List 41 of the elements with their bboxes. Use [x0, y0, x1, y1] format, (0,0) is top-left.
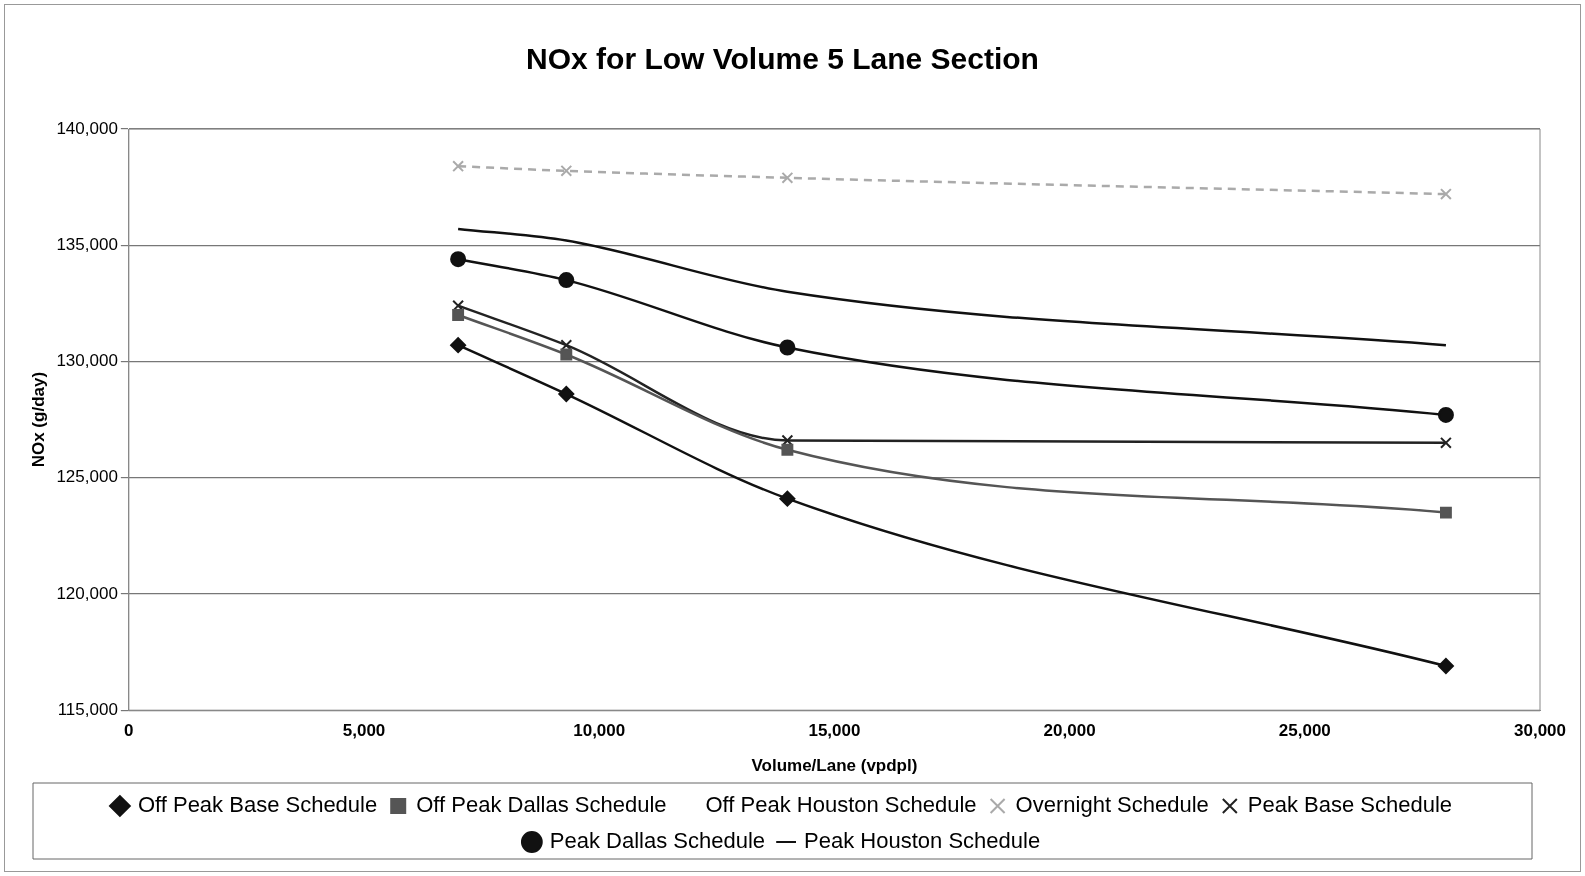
- legend-label: Off Peak Dallas Schedule: [416, 792, 667, 818]
- text: Off Peak Houston Schedule: [705, 792, 977, 818]
- point: [1439, 506, 1452, 519]
- point: [779, 490, 796, 507]
- point: [781, 443, 794, 456]
- point: [1437, 406, 1454, 423]
- point: [1439, 436, 1452, 449]
- point: [1439, 188, 1452, 201]
- point: [779, 339, 796, 356]
- x-tick-label: 15,000: [808, 721, 861, 741]
- legend-label: Overnight Schedule: [1015, 792, 1209, 818]
- y-axis-title: NOx (g/day): [28, 371, 48, 468]
- x-axis-title: Volume/Lane (vpdpl): [751, 756, 918, 776]
- x-tick-label: 20,000: [1043, 721, 1096, 741]
- y-tick-label: 135,000: [56, 234, 118, 254]
- x-tick-label: 5,000: [342, 721, 386, 741]
- x-tick-label: 10,000: [573, 721, 626, 741]
- point: [452, 160, 465, 173]
- legend-label: Off Peak Base Schedule: [137, 792, 378, 818]
- point: [560, 164, 573, 177]
- point: [450, 251, 467, 268]
- x-tick-label: 0: [124, 721, 134, 741]
- legend-label: Peak Base Schedule: [1247, 792, 1453, 818]
- legend-label: Peak Dallas Schedule: [549, 828, 766, 854]
- point: [452, 309, 465, 321]
- point: [560, 348, 573, 361]
- point: [1437, 658, 1454, 675]
- legend-label: Peak Houston Schedule: [804, 828, 1041, 854]
- y-tick-label: 130,000: [56, 351, 118, 371]
- point: [558, 386, 575, 403]
- point: [781, 171, 794, 184]
- line-series: [456, 227, 1448, 347]
- point: [450, 337, 467, 354]
- x-tick-label: 30,000: [1514, 721, 1566, 741]
- chart-title: NOx for Low Volume 5 Lane Section: [526, 42, 1039, 76]
- y-tick-label: 115,000: [57, 699, 118, 719]
- y-tick-label: 120,000: [56, 583, 118, 603]
- point: [558, 272, 575, 289]
- y-tick-label: 125,000: [56, 467, 118, 487]
- x-tick-label: 25,000: [1278, 721, 1331, 741]
- y-tick-label: 140,000: [56, 118, 118, 138]
